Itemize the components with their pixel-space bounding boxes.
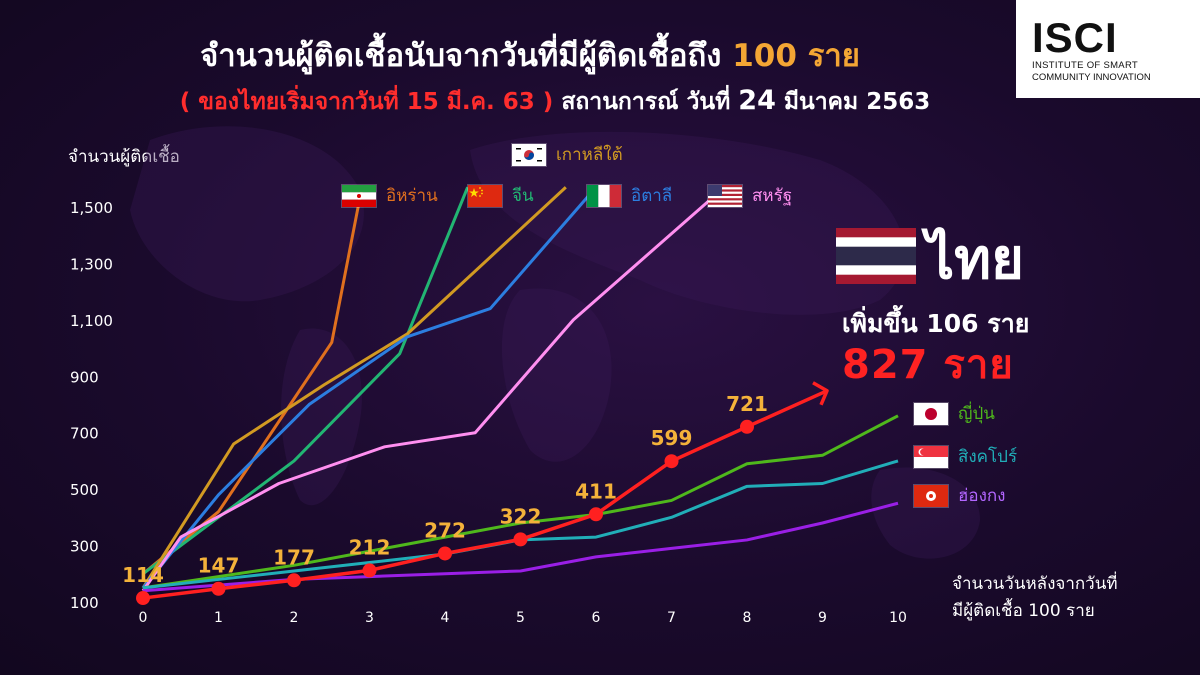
x-axis-label-line2: มีผู้ติดเชื้อ 100 ราย [952,601,1095,621]
y-tick-label: 1,100 [70,312,113,330]
y-tick-label: 900 [70,368,99,386]
world-map-shape [130,126,364,302]
singapore-flag-icon [914,445,948,468]
thailand-name: ไทย [926,227,1024,292]
thailand-data-point [589,507,603,522]
thailand-data-point [513,532,528,547]
subtitle-month-year: มีนาคม 2563 [783,89,931,115]
title-highlight: 100 ราย [732,38,860,74]
thailand-data-label: 411 [575,479,617,503]
thailand-data-label: 272 [424,518,466,542]
iran-flag-icon [342,184,376,207]
x-tick-label: 6 [592,610,601,626]
thailand-data-label: 177 [273,545,315,569]
thailand-data-point [362,563,377,578]
thailand-data-label: 721 [726,392,768,416]
korea-flag-icon [512,143,546,166]
thailand-data-label: 212 [349,535,391,559]
x-tick-label: 3 [365,610,374,626]
thailand-data-label: 322 [500,504,542,528]
series-line-usa [141,186,726,592]
x-tick-label: 5 [516,610,525,626]
legend-italy: อิตาลี [587,182,672,209]
chart-subtitle: ( ของไทยเริ่มจากวันที่ 15 มี.ค. 63 ) สถา… [0,84,1110,120]
thailand-arrow-head [812,381,829,406]
x-axis-label: จำนวนวันหลังจากวันที่ มีผู้ติดเชื้อ 100 … [952,571,1192,625]
thailand-data-point [136,591,150,606]
y-tick-label: 700 [70,425,99,443]
legend-usa: สหรัฐ [708,182,792,209]
thailand-data-point [438,546,452,561]
hongkong-flag-icon [914,484,948,507]
world-map-shape [871,467,980,559]
legend-hongkong-label: ฮ่องกง [958,486,1006,506]
legend-japan: ญี่ปุ่น [914,400,995,427]
thailand-data-point [664,454,679,469]
title-main: จำนวนผู้ติดเชื้อนับจากวันที่มีผู้ติดเชื้… [200,38,722,74]
y-tick-label: 1,500 [70,199,113,217]
logo-line2: COMMUNITY INNOVATION [1032,72,1151,83]
y-tick-label: 1,300 [70,255,113,273]
subtitle-situation: สถานการณ์ วันที่ [561,89,731,115]
legend-iran: อิหร่าน [342,182,438,209]
y-tick-label: 100 [70,594,99,612]
legend-iran-label: อิหร่าน [386,186,438,206]
legend-korea: เกาหลีใต้ [512,141,623,168]
subtitle-thai-start: ( ของไทยเริ่มจากวันที่ 15 มี.ค. 63 ) [179,89,554,115]
world-map-shape [501,288,612,462]
world-map-shape [470,131,905,315]
legend-singapore: สิงคโปร์ [914,443,1017,470]
thailand-data-point [740,419,754,434]
italy-flag-icon [587,184,621,207]
y-tick-label: 500 [70,481,99,499]
legend-italy-label: อิตาลี [631,186,673,206]
thailand-data-label: 147 [198,554,240,578]
x-tick-label: 10 [889,610,907,626]
japan-flag-icon [914,402,948,425]
x-tick-label: 9 [818,610,827,626]
series-line-china [142,186,470,575]
x-axis-label-line1: จำนวนวันหลังจากวันที่ [952,574,1118,594]
thailand-data-point [211,581,226,596]
legend-korea-label: เกาหลีใต้ [556,145,623,165]
y-tick-label: 300 [70,538,99,556]
series-line-italy [141,186,598,589]
legend-china: จีน [468,182,534,209]
thailand-data-label: 599 [651,426,693,450]
thailand-trend-arrow [746,389,828,429]
thailand-data-point [287,573,301,588]
x-tick-label: 0 [139,610,148,626]
series-line-korea [141,186,567,589]
y-axis-label: จำนวนผู้ติดเชื้อ [68,147,180,167]
legend-china-label: จีน [512,186,534,206]
x-tick-label: 8 [743,610,752,626]
logo-mark: ISCI [1032,14,1118,61]
china-flag-icon [468,184,502,207]
thailand-data-label: 114 [122,563,164,587]
isci-logo: ISCI INSTITUTE OF SMART COMMUNITY INNOVA… [1016,0,1200,98]
subtitle-day: 24 [738,85,776,116]
x-tick-label: 1 [214,610,223,626]
x-tick-label: 2 [290,610,299,626]
legend-hongkong: ฮ่องกง [914,482,1005,509]
usa-flag-icon [708,184,742,207]
series-line-japan [142,414,899,590]
thailand-total: 827 ราย [842,342,1014,388]
x-tick-label: 7 [667,610,676,626]
legend-singapore-label: สิงคโปร์ [958,447,1018,467]
thailand-increase: เพิ่มขึ้น 106 ราย [842,309,1030,338]
x-tick-label: 4 [441,610,450,626]
chart-title: จำนวนผู้ติดเชื้อนับจากวันที่มีผู้ติดเชื้… [0,30,1060,80]
series-line-hongkong [142,501,899,593]
series-line-iran [142,186,364,575]
logo-line1: INSTITUTE OF SMART [1032,60,1139,71]
legend-japan-label: ญี่ปุ่น [958,404,995,424]
legend-usa-label: สหรัฐ [752,186,793,206]
thailand-flag-icon [836,228,916,284]
